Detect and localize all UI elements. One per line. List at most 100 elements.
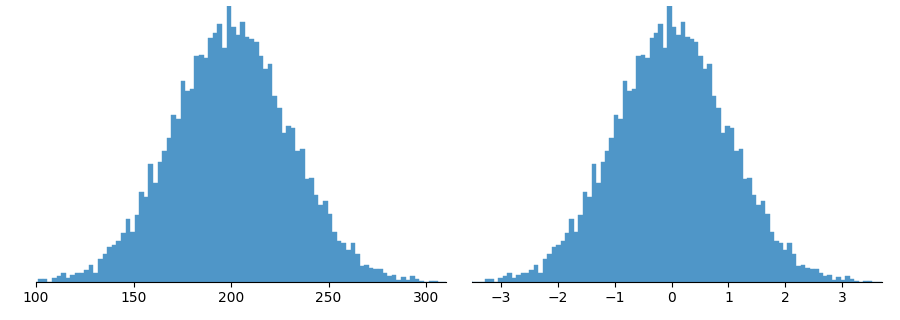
Bar bbox=[627, 91, 632, 282]
Bar bbox=[743, 179, 747, 282]
Bar bbox=[574, 232, 579, 282]
Bar bbox=[162, 151, 166, 282]
Bar bbox=[158, 162, 162, 282]
Bar bbox=[227, 6, 231, 282]
Bar bbox=[516, 275, 520, 282]
Bar bbox=[350, 243, 356, 282]
Bar bbox=[832, 280, 836, 282]
Bar bbox=[801, 265, 806, 282]
Bar bbox=[552, 247, 556, 282]
Bar bbox=[591, 164, 596, 282]
Bar bbox=[116, 242, 121, 282]
Bar bbox=[503, 276, 508, 282]
Bar bbox=[654, 33, 659, 282]
Bar bbox=[130, 232, 135, 282]
Bar bbox=[796, 266, 801, 282]
Bar bbox=[841, 280, 845, 282]
Bar bbox=[667, 6, 671, 282]
Bar bbox=[382, 273, 387, 282]
Bar bbox=[676, 35, 680, 282]
Bar bbox=[565, 233, 570, 282]
Bar bbox=[823, 276, 827, 282]
Bar bbox=[98, 259, 103, 282]
Bar bbox=[734, 150, 739, 282]
Bar bbox=[511, 278, 516, 282]
Bar bbox=[819, 273, 823, 282]
Bar bbox=[707, 64, 712, 282]
Bar bbox=[337, 241, 341, 282]
Bar bbox=[600, 162, 605, 282]
Bar bbox=[854, 281, 859, 282]
Bar bbox=[596, 183, 600, 282]
Bar bbox=[827, 275, 832, 282]
Bar bbox=[39, 279, 43, 282]
Bar bbox=[490, 279, 494, 282]
Bar bbox=[171, 115, 176, 282]
Bar bbox=[680, 22, 685, 282]
Bar bbox=[396, 280, 401, 282]
Bar bbox=[890, 280, 895, 282]
Bar bbox=[645, 58, 650, 282]
Bar bbox=[190, 89, 194, 282]
Bar bbox=[721, 133, 725, 282]
Bar bbox=[222, 48, 227, 282]
Bar bbox=[756, 205, 760, 282]
Bar bbox=[148, 164, 153, 282]
Bar bbox=[11, 281, 15, 282]
Bar bbox=[153, 183, 157, 282]
Bar bbox=[144, 197, 148, 282]
Bar bbox=[454, 281, 458, 282]
Bar bbox=[458, 281, 463, 282]
Bar bbox=[199, 55, 203, 282]
Bar bbox=[632, 89, 636, 282]
Bar bbox=[579, 215, 583, 282]
Bar bbox=[685, 37, 689, 282]
Bar bbox=[636, 56, 641, 282]
Bar bbox=[66, 278, 70, 282]
Bar bbox=[778, 243, 783, 282]
Bar bbox=[112, 245, 116, 282]
Bar bbox=[369, 268, 374, 282]
Bar bbox=[556, 245, 561, 282]
Bar bbox=[20, 281, 24, 282]
Bar bbox=[614, 115, 618, 282]
Bar bbox=[194, 56, 199, 282]
Bar bbox=[534, 265, 538, 282]
Bar bbox=[341, 243, 346, 282]
Bar bbox=[663, 48, 667, 282]
Bar bbox=[410, 276, 415, 282]
Bar bbox=[79, 273, 85, 282]
Bar bbox=[364, 265, 369, 282]
Bar bbox=[520, 273, 525, 282]
Bar bbox=[218, 24, 222, 282]
Bar bbox=[538, 273, 543, 282]
Bar bbox=[525, 273, 529, 282]
Bar bbox=[659, 24, 663, 282]
Bar bbox=[508, 273, 511, 282]
Bar bbox=[543, 259, 547, 282]
Bar bbox=[406, 280, 410, 282]
Bar bbox=[712, 97, 716, 282]
Bar bbox=[249, 39, 254, 282]
Bar bbox=[273, 97, 277, 282]
Bar bbox=[387, 276, 392, 282]
Bar bbox=[814, 269, 819, 282]
Bar bbox=[725, 126, 730, 282]
Bar bbox=[792, 254, 796, 282]
Bar bbox=[319, 205, 323, 282]
Bar bbox=[268, 64, 273, 282]
Bar bbox=[609, 138, 614, 282]
Bar bbox=[788, 243, 792, 282]
Bar bbox=[212, 33, 218, 282]
Bar bbox=[6, 281, 11, 282]
Bar bbox=[401, 277, 406, 282]
Bar bbox=[323, 201, 328, 282]
Bar bbox=[314, 195, 319, 282]
Bar bbox=[61, 273, 66, 282]
Bar bbox=[428, 281, 433, 282]
Bar bbox=[374, 269, 378, 282]
Bar bbox=[70, 275, 75, 282]
Bar bbox=[868, 281, 872, 282]
Bar bbox=[356, 254, 360, 282]
Bar bbox=[770, 232, 774, 282]
